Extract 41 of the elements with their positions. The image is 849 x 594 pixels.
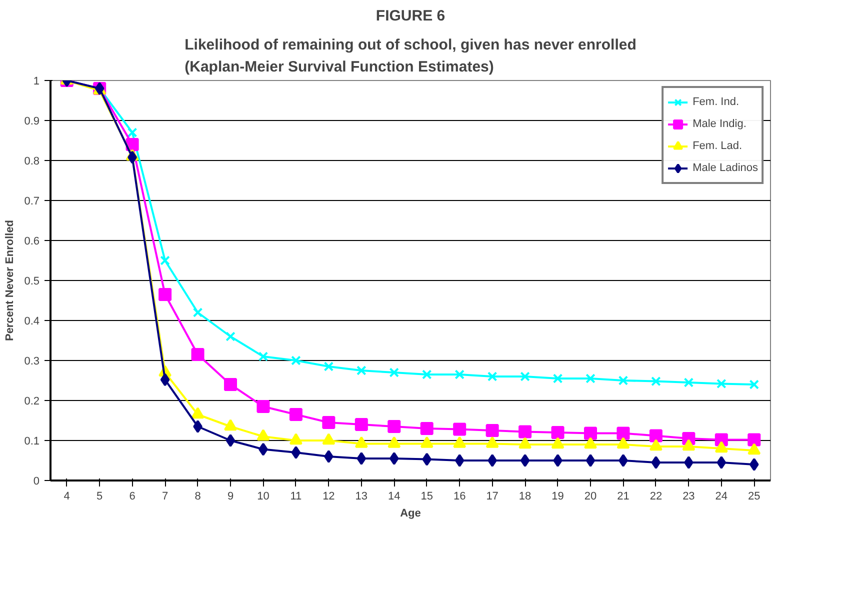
- y-tick-label: 0.5: [24, 276, 40, 288]
- x-tick-label: 20: [584, 490, 597, 502]
- x-axis-title: Age: [400, 508, 421, 520]
- y-axis-title: Percent Never Enrolled: [4, 220, 16, 342]
- x-tick-label: 9: [227, 490, 234, 502]
- x-tick-label: 19: [552, 490, 564, 502]
- y-tick-label: 1: [33, 76, 40, 88]
- x-tick-label: 11: [290, 490, 302, 502]
- y-tick-label: 0.3: [24, 356, 40, 368]
- x-tick-label: 25: [748, 490, 760, 502]
- y-tick-label: 0.1: [24, 436, 40, 448]
- legend-label: Male Ladinos: [692, 162, 758, 174]
- y-tick-label: 0: [33, 476, 40, 488]
- y-tick-label: 0.7: [24, 196, 40, 208]
- x-tick-label: 14: [388, 490, 400, 502]
- y-tick-label: 0.2: [24, 396, 40, 408]
- x-tick-label: 13: [355, 490, 368, 502]
- x-tick-label: 5: [96, 490, 103, 502]
- x-tick-label: 15: [420, 490, 433, 502]
- chart-subtitle: Likelihood of remaining out of school, given has never enrolled (Kaplan-Meier Survival Function Estimates): [184, 36, 636, 76]
- x-tick-label: 18: [518, 490, 532, 502]
- x-tick-label: 23: [682, 490, 695, 502]
- x-tick-label: 10: [257, 490, 270, 502]
- y-tick-label: 0.6: [24, 236, 40, 248]
- x-tick-label: 12: [322, 490, 335, 502]
- x-tick-label: 6: [129, 490, 136, 502]
- x-tick-label: 22: [650, 490, 662, 502]
- legend-label: Fem. Lad.: [692, 140, 742, 152]
- x-tick-label: 4: [64, 490, 70, 502]
- x-tick-label: 16: [453, 490, 466, 502]
- x-tick-label: 17: [486, 490, 498, 502]
- y-tick-label: 0.9: [24, 116, 40, 128]
- x-tick-label: 7: [162, 490, 168, 502]
- y-tick-label: 0.4: [24, 316, 40, 328]
- chart-title: FIGURE 6: [376, 8, 446, 24]
- x-tick-label: 8: [194, 490, 201, 502]
- legend-label: Fem. Ind.: [692, 96, 740, 108]
- y-tick-label: 0.8: [24, 156, 40, 168]
- x-tick-label: 24: [715, 490, 728, 502]
- legend-label: Male Indig.: [692, 118, 746, 130]
- x-tick-label: 21: [617, 490, 630, 502]
